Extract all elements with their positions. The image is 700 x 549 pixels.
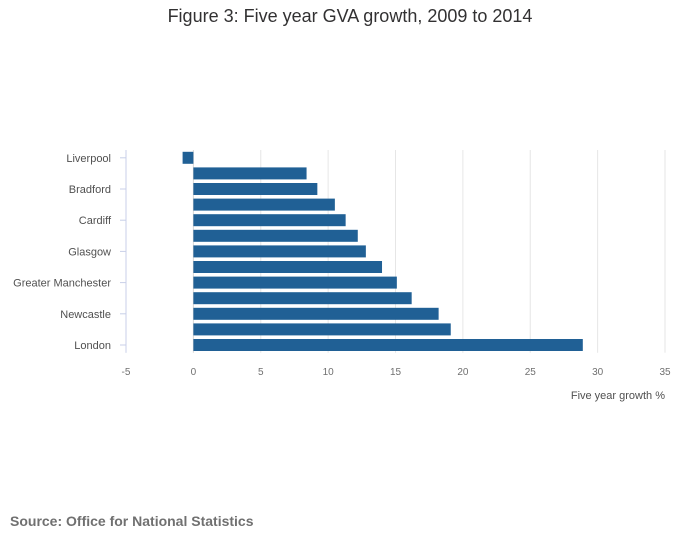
chart-title: Figure 3: Five year GVA growth, 2009 to … [167,6,533,26]
bar[interactable] [193,292,412,305]
y-tick-label: London [74,340,111,352]
bars [182,151,583,351]
bar[interactable] [193,198,335,211]
x-tick-label: 5 [258,367,264,378]
x-tick-label: 25 [525,367,537,378]
bar[interactable] [193,245,366,258]
y-tick-label: Newcastle [60,309,111,321]
y-tick-label: Liverpool [66,153,111,165]
x-tick-label: -5 [122,367,131,378]
y-tick-label: Greater Manchester [13,278,111,290]
y-tick-label: Cardiff [79,215,112,227]
bar[interactable] [193,183,318,195]
y-tick-label: Glasgow [68,246,111,258]
bar[interactable] [193,167,307,180]
x-tick-label: 15 [390,367,402,378]
bar[interactable] [182,151,194,164]
bar[interactable] [193,261,383,273]
x-tick-label: 30 [592,367,604,378]
y-tick-label: Bradford [69,184,111,196]
bar[interactable] [193,339,583,351]
bar[interactable] [193,307,439,320]
x-tick-label: 10 [323,367,335,378]
bar[interactable] [193,229,358,242]
x-tick-label: 0 [191,367,197,378]
x-tick-label: 35 [659,367,671,378]
bar[interactable] [193,276,397,289]
x-axis: -5 0 5 10 15 20 25 30 35 [122,367,671,378]
bar[interactable] [193,323,451,336]
source-note: Source: Office for National Statistics [10,513,254,529]
bar[interactable] [193,214,346,227]
x-tick-label: 20 [457,367,469,378]
y-axis: Liverpool Bradford Cardiff Glasgow Greater M… [13,150,127,353]
x-axis-title: Five year growth % [571,390,665,402]
